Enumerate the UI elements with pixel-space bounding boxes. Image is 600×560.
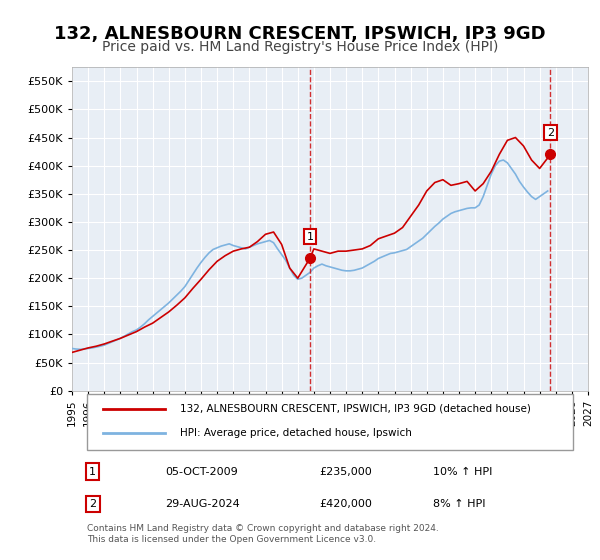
Text: 2: 2: [89, 499, 96, 509]
Text: HPI: Average price, detached house, Ipswich: HPI: Average price, detached house, Ipsw…: [181, 428, 412, 438]
Text: 05-OCT-2009: 05-OCT-2009: [165, 466, 238, 477]
Text: £420,000: £420,000: [320, 499, 373, 509]
FancyBboxPatch shape: [88, 394, 572, 450]
Text: 8% ↑ HPI: 8% ↑ HPI: [433, 499, 486, 509]
Text: Contains HM Land Registry data © Crown copyright and database right 2024.
This d: Contains HM Land Registry data © Crown c…: [88, 524, 439, 544]
Text: 1: 1: [307, 232, 313, 241]
Text: £235,000: £235,000: [320, 466, 373, 477]
Text: 10% ↑ HPI: 10% ↑ HPI: [433, 466, 493, 477]
Text: Price paid vs. HM Land Registry's House Price Index (HPI): Price paid vs. HM Land Registry's House …: [102, 40, 498, 54]
Text: 2: 2: [547, 128, 554, 138]
Text: 132, ALNESBOURN CRESCENT, IPSWICH, IP3 9GD (detached house): 132, ALNESBOURN CRESCENT, IPSWICH, IP3 9…: [181, 404, 531, 414]
Text: 29-AUG-2024: 29-AUG-2024: [165, 499, 239, 509]
Text: 1: 1: [89, 466, 96, 477]
Text: 132, ALNESBOURN CRESCENT, IPSWICH, IP3 9GD: 132, ALNESBOURN CRESCENT, IPSWICH, IP3 9…: [54, 25, 546, 43]
